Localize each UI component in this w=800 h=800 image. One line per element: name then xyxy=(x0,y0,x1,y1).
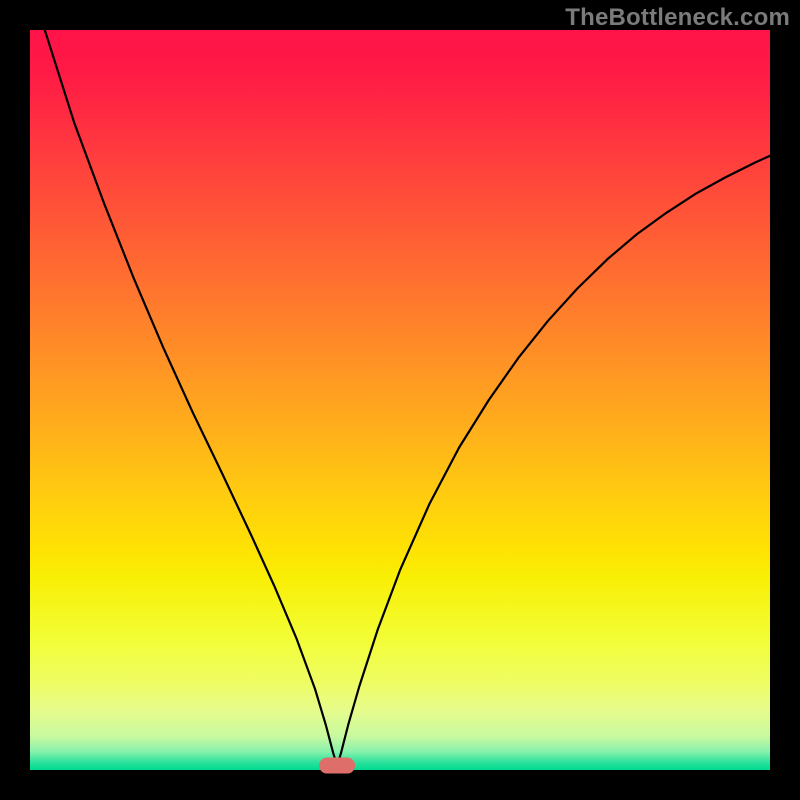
watermark-text: TheBottleneck.com xyxy=(565,4,790,32)
minimum-marker xyxy=(319,758,355,774)
plot-background xyxy=(30,30,770,770)
chart-root: TheBottleneck.com xyxy=(0,0,800,800)
chart-svg xyxy=(0,0,800,800)
